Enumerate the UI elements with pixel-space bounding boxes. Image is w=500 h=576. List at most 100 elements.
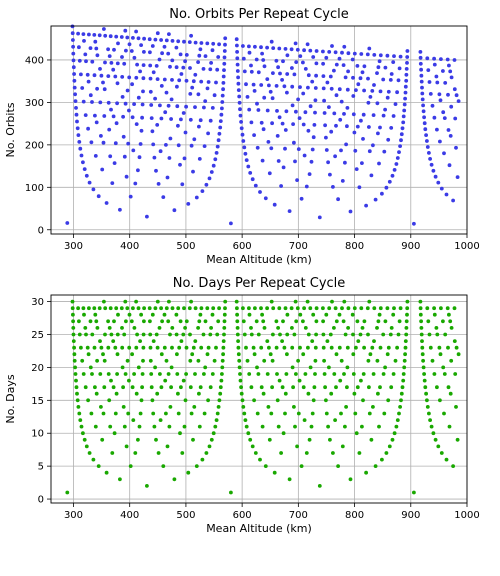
orbits-point-617 [102,27,106,31]
orbits-point-251 [202,105,206,110]
orbits-point-223 [163,110,168,115]
orbits-point-575 [217,42,222,47]
days-point-56 [248,437,253,442]
days-point-603 [405,299,410,304]
orbits-point-159 [86,126,90,131]
orbits-point-147 [361,137,365,141]
days-point-372 [148,345,153,350]
orbits-point-610 [234,37,239,42]
orbits-point-192 [291,122,295,126]
orbits-point-428 [208,67,213,72]
days-point-88 [152,424,157,429]
orbits-point-129 [454,145,458,150]
days-point-164 [376,391,380,396]
orbits-point-494 [235,56,240,61]
orbits-point-269 [402,108,407,113]
orbits-point-86 [182,156,187,161]
days-point-380 [92,345,97,350]
orbits-point-503 [148,50,152,55]
days-point-522 [311,312,316,317]
days-point-303 [188,358,193,363]
days-point-454 [332,326,336,330]
orbits-point-331 [115,81,120,86]
days-point-592 [119,306,124,311]
days-point-83 [244,424,249,429]
days-point-330 [130,352,135,357]
orbits-point-372 [148,76,153,81]
days-point-324 [236,352,241,357]
days-point-393 [236,339,241,343]
days-point-500 [178,319,183,324]
days-point-129 [454,405,458,409]
days-point-379 [99,345,104,350]
days-point-224 [126,378,131,383]
days-point-443 [84,332,88,337]
orbits-point-191 [301,122,306,127]
days-point-3 [317,484,322,488]
days-point-240 [313,372,317,376]
orbits-point-70 [112,161,117,166]
orbits-point-145 [399,138,403,143]
days-point-411 [358,332,363,337]
days-point-505 [129,319,134,324]
days-point-501 [166,319,171,324]
days-point-345 [362,345,366,350]
orbits-point-505 [129,49,134,53]
orbits-point-171 [218,125,223,130]
days-point-455 [303,326,308,330]
days-point-355 [282,345,287,350]
days-point-80 [293,424,297,429]
orbits-point-352 [306,85,310,90]
days-point-1 [229,490,233,495]
days-point-550 [378,306,383,311]
days-point-292 [339,358,344,363]
days-point-540 [452,306,457,311]
days-point-392 [265,339,270,343]
days-point-35 [180,451,185,455]
days-point-116 [242,411,247,416]
days-point-107 [367,411,372,416]
orbits-point-316 [385,95,390,100]
orbits-point-237 [342,112,346,116]
days-point-53 [328,437,332,442]
days-point-287 [421,358,425,363]
orbits-point-600 [76,31,80,36]
orbits-point-49 [455,175,460,180]
days-point-566 [277,306,282,311]
days-point-341 [395,345,399,350]
orbits-point-185 [367,125,371,129]
orbits-point-76 [360,161,364,166]
days-point-239 [322,372,327,376]
days-point-429 [201,332,206,337]
orbits-point-26 [91,187,96,192]
orbits-point-253 [184,104,189,109]
days-point-298 [245,358,250,363]
days-point-435 [148,332,153,337]
orbits-point-181 [423,127,428,132]
days-point-518 [377,312,382,317]
days-point-413 [343,332,348,337]
orbits-point-176 [114,121,119,126]
orbits-point-273 [308,104,313,109]
orbits-point-209 [111,114,116,119]
orbits-point-64 [392,168,397,172]
days-point-547 [398,306,403,311]
days-point-425 [235,332,240,337]
orbits-chart-ticks: 300 400 500 600 700 800 900 1000 0 100 200 300 400 [25,55,480,252]
days-point-361 [236,345,241,350]
days-point-433 [168,332,172,337]
orbits-point-339 [420,91,425,96]
days-point-406 [404,332,409,337]
orbits-point-387 [372,83,376,87]
orbits-point-128 [77,140,82,144]
days-point-172 [197,391,201,396]
days-point-558 [327,306,332,311]
orbits-point-567 [271,46,276,50]
days-point-560 [314,306,319,311]
days-point-54 [307,437,312,442]
days-point-228 [442,372,447,376]
days-point-69 [178,431,182,436]
days-point-124 [126,411,131,416]
orbits-point-556 [340,50,344,55]
days-point-611 [223,299,228,304]
